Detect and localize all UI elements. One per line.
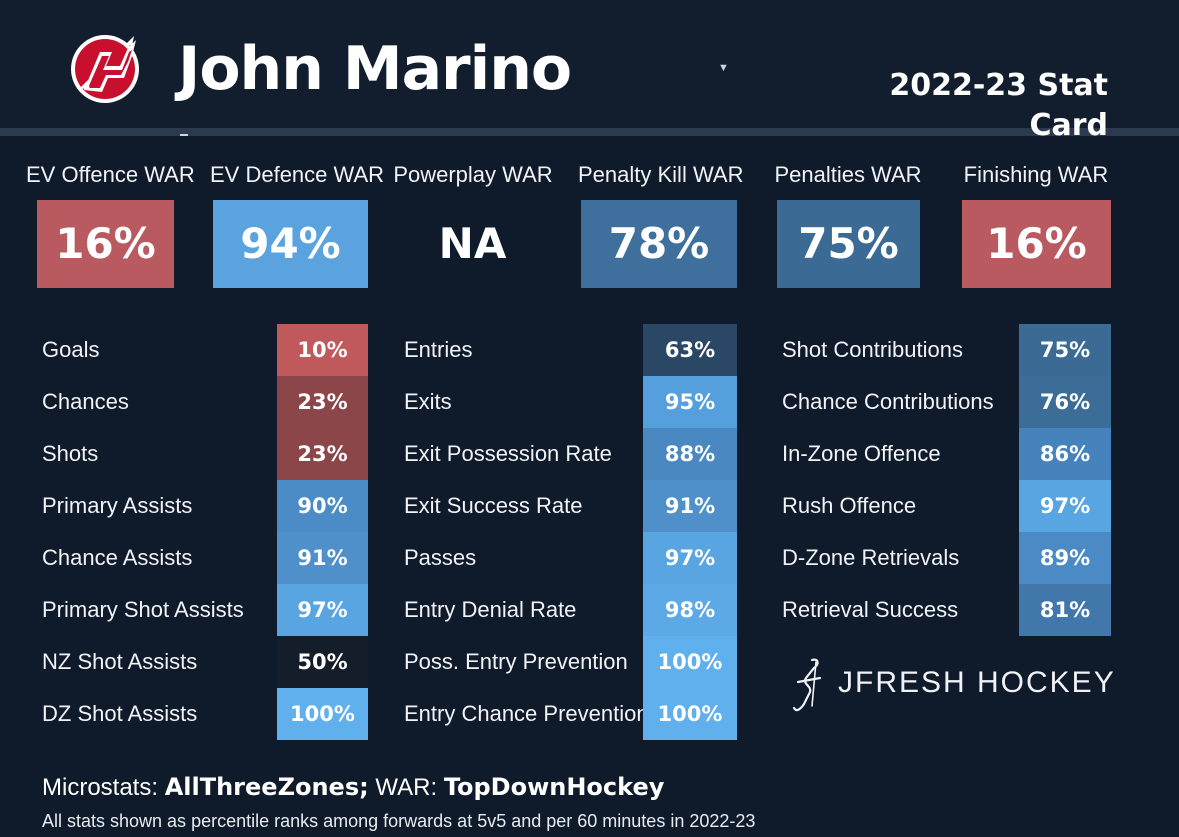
stat-label: In-Zone Offence (782, 441, 941, 466)
stat-value: 97% (277, 584, 368, 636)
stat-label: Goals (42, 337, 100, 362)
stat-label: Primary Assists (42, 493, 193, 518)
stat-value: 100% (277, 688, 368, 740)
stat-value: 91% (277, 532, 368, 584)
stat-value: 100% (643, 688, 737, 740)
war-label-penalty-kill: Penalty Kill WAR (578, 162, 744, 187)
dropdown-caret-icon: ▼ (718, 62, 729, 74)
war-value-penalties: 75% (777, 200, 920, 288)
war-source: TopDownHockey (443, 773, 665, 801)
stat-label: Poss. Entry Prevention (404, 649, 628, 674)
war-label-finishing: Finishing WAR (963, 162, 1109, 187)
stat-label: Entry Denial Rate (404, 597, 577, 622)
stat-label: Retrieval Success (782, 597, 959, 622)
war-label-penalties: Penalties WAR (774, 162, 922, 187)
war-value-ev-offence: 16% (37, 200, 174, 288)
jfresh-brand-text: JFRESH HOCKEY (838, 666, 1116, 699)
stat-value: 91% (643, 480, 737, 532)
stat-value: 50% (277, 636, 368, 688)
jfresh-logo-icon (792, 658, 822, 712)
war-source-label: WAR: (368, 774, 444, 801)
stat-label: Chance Assists (42, 545, 193, 570)
stat-value: 95% (643, 376, 737, 428)
stat-label: Entries (404, 337, 473, 362)
data-credits: Microstats: AllThreeZones; WAR: TopDownH… (42, 770, 664, 805)
stat-label: Chance Contributions (782, 389, 994, 414)
footnote: All stats shown as percentile ranks amon… (42, 811, 756, 831)
stat-label: Shot Contributions (782, 337, 963, 362)
stat-label: Exit Possession Rate (404, 441, 612, 466)
microstats-label: Microstats: (42, 774, 165, 801)
stat-value: 100% (643, 636, 737, 688)
player-name: John Marino (178, 34, 572, 104)
stat-label: DZ Shot Assists (42, 701, 198, 726)
war-value-ev-defence: 94% (213, 200, 368, 288)
stat-value: 90% (277, 480, 368, 532)
devils-logo-icon (71, 35, 139, 103)
stat-label: Entry Chance Prevention (404, 701, 649, 726)
war-label-ev-offence: EV Offence WAR (26, 162, 195, 187)
stat-value: 97% (1019, 480, 1111, 532)
war-label-ev-defence: EV Defence WAR (210, 162, 385, 187)
stat-value: 98% (643, 584, 737, 636)
stat-value: 23% (277, 376, 368, 428)
stat-value: 76% (1019, 376, 1111, 428)
card-title: 2022-23 Stat Card (889, 68, 1108, 143)
stat-label: Exits (404, 389, 452, 414)
stat-value: 10% (277, 324, 368, 376)
stat-value: 89% (1019, 532, 1111, 584)
stat-label: Shots (42, 441, 99, 466)
stat-label: Exit Success Rate (404, 493, 583, 518)
divider-tick (180, 134, 188, 136)
stat-label: Passes (404, 545, 477, 570)
war-label-powerplay: Powerplay WAR (393, 162, 553, 187)
war-value-finishing: 16% (962, 200, 1111, 288)
stat-value: 75% (1019, 324, 1111, 376)
stat-value: 86% (1019, 428, 1111, 480)
header-divider (0, 128, 1179, 136)
stat-value: 63% (643, 324, 737, 376)
stat-label: NZ Shot Assists (42, 649, 198, 674)
header-bar (0, 0, 1179, 128)
microstats-source: AllThreeZones; (164, 773, 369, 801)
stat-label: Chances (42, 389, 129, 414)
war-value-penalty-kill: 78% (581, 200, 737, 288)
stat-label: Rush Offence (782, 493, 917, 518)
stat-label: D-Zone Retrievals (782, 545, 960, 570)
stat-label: Primary Shot Assists (42, 597, 244, 622)
stat-value: 81% (1019, 584, 1111, 636)
stat-value: 23% (277, 428, 368, 480)
stat-value: 97% (643, 532, 737, 584)
war-value-powerplay: NA (438, 219, 507, 268)
stat-value: 88% (643, 428, 737, 480)
